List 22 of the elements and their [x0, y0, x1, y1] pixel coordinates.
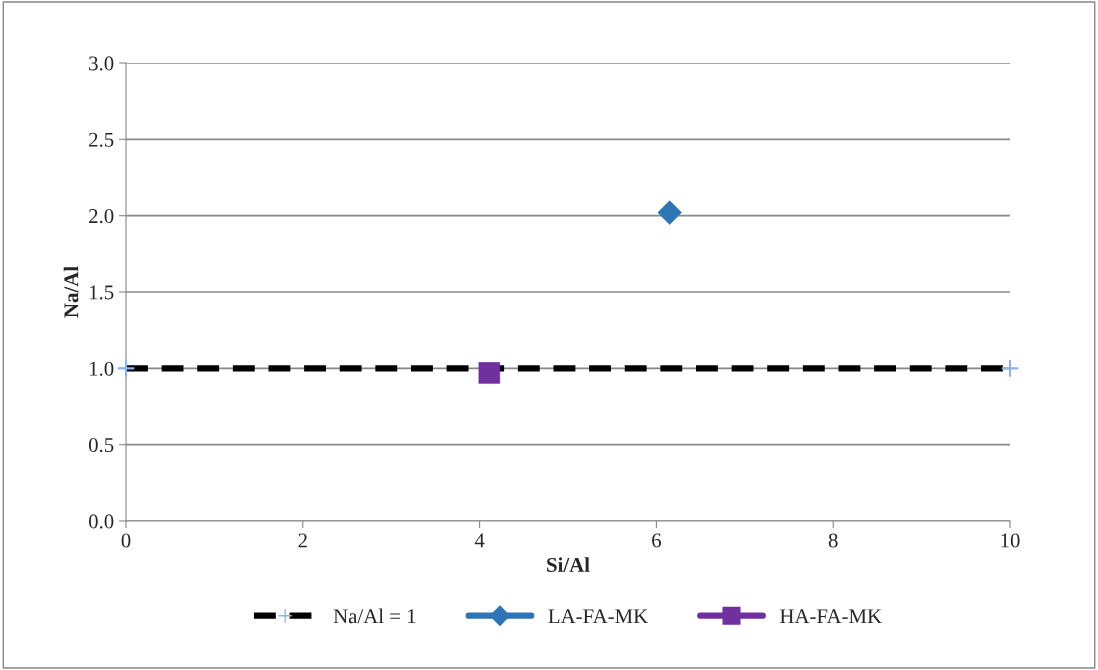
y-tick-label: 1.5: [89, 285, 114, 300]
y-tick-label: 0.0: [88, 514, 114, 529]
point: [1000, 358, 1020, 378]
point: [657, 200, 682, 225]
legend-label: LA-FA-MK: [548, 609, 648, 624]
y-tick-label: 3.0: [89, 56, 114, 71]
x-tick-label: 0: [121, 533, 131, 548]
point: [116, 358, 136, 378]
y-tick-label: 1.0: [89, 361, 114, 376]
y-tick-label: 0.5: [88, 438, 114, 453]
x-tick-label: 2: [298, 533, 307, 548]
x-tick-label: 10: [1001, 533, 1020, 548]
point: [478, 362, 501, 384]
legend-label: HA-FA-MK: [780, 609, 882, 624]
y-axis-title: Na/Al: [63, 266, 79, 318]
x-tick-label: 4: [474, 533, 485, 548]
y-tick-label: 2.5: [89, 132, 114, 147]
x-axis-title: Si/Al: [547, 557, 590, 572]
x-tick-label: 8: [828, 533, 838, 548]
y-tick-label: 2.0: [89, 209, 114, 224]
x-tick-label: 6: [652, 533, 661, 548]
legend-label: Na/Al = 1: [333, 608, 416, 624]
